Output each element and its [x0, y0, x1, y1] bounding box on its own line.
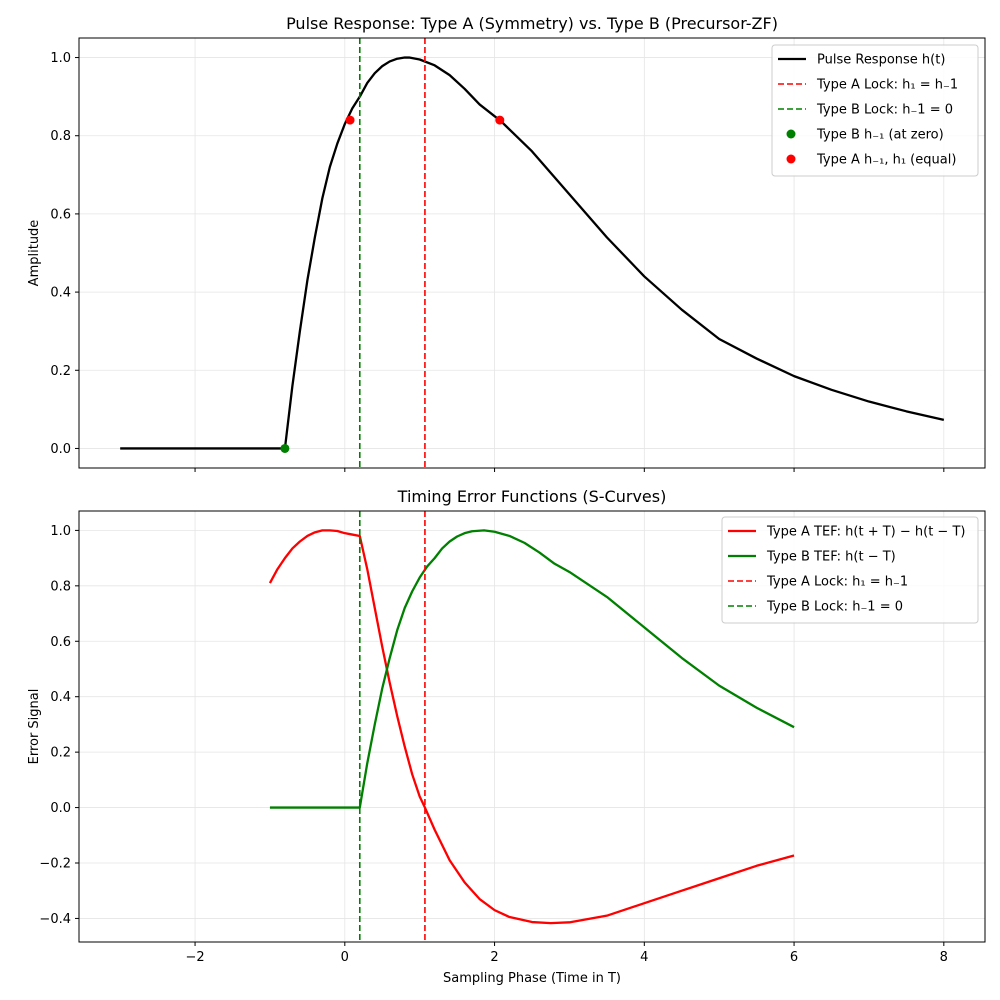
- y-tick-label: 0.8: [50, 129, 71, 144]
- y-tick-label: 0.2: [50, 746, 71, 761]
- legend-label: Type B h₋₁ (at zero): [816, 128, 944, 143]
- chart-title: Pulse Response: Type A (Symmetry) vs. Ty…: [286, 14, 778, 33]
- series-line-1: [268, 529, 795, 925]
- chart-panel-1: 0.0 0.2 0.4 0.6 0.8 1.0 Pulse Response: Type A…: [27, 14, 986, 472]
- legend-label: Pulse Response h(t): [817, 53, 945, 68]
- legend-label: Type A Lock: h₁ = h₋1: [766, 575, 908, 590]
- y-tick-label: −0.2: [39, 857, 71, 872]
- y-tick-label: 1.0: [50, 51, 71, 66]
- plot-area: [268, 511, 795, 942]
- legend-box: [721, 516, 979, 624]
- legend-marker: [786, 129, 796, 139]
- legend-label: Type A Lock: h₁ = h₋1: [816, 78, 958, 93]
- legend-label: Type B Lock: h₋1 = 0: [816, 103, 953, 118]
- axes-frame: [78, 510, 986, 943]
- x-tick-label: 2: [490, 950, 498, 965]
- legend-label: Type A h₋₁, h₁ (equal): [816, 153, 956, 168]
- legend-marker: [786, 154, 796, 164]
- legend-label: Type B TEF: h(t − T): [766, 550, 896, 565]
- x-tick-label: 6: [790, 950, 798, 965]
- axes-frame: [78, 37, 986, 469]
- data-marker: [280, 443, 290, 453]
- y-tick-label: 0.0: [50, 442, 71, 457]
- y-tick-label: 0.4: [50, 286, 71, 301]
- x-tick-label: −2: [185, 950, 204, 965]
- y-axis-label: Error Signal: [27, 689, 42, 765]
- x-tick-label: 4: [640, 950, 648, 965]
- y-tick-label: 0.6: [50, 635, 71, 650]
- y-tick-label: −0.4: [39, 912, 71, 927]
- legend: Type A TEF: h(t + T) − h(t − T) Type B TE…: [721, 516, 979, 624]
- chart-panel-2: −2 0 2 4 6 8 −0.4 −0.2 0.0 0.2 0.4 0.6 0.8 1.0 Timing …: [27, 487, 986, 986]
- plot-area: [120, 38, 945, 468]
- x-axis-label: Sampling Phase (Time in T): [443, 971, 621, 986]
- data-marker: [345, 115, 355, 125]
- legend-label: Type A TEF: h(t + T) − h(t − T): [766, 525, 965, 540]
- y-tick-label: 0.6: [50, 207, 71, 222]
- x-tick-label: 8: [940, 950, 948, 965]
- legend-label: Type B Lock: h₋1 = 0: [766, 600, 903, 615]
- y-tick-label: 0.4: [50, 690, 71, 705]
- y-tick-label: 1.0: [50, 524, 71, 539]
- legend-box: [771, 44, 979, 177]
- chart-title: Timing Error Functions (S-Curves): [397, 487, 667, 506]
- y-tick-label: 0.0: [50, 801, 71, 816]
- y-tick-label: 0.2: [50, 364, 71, 379]
- series-line-1: [120, 56, 945, 450]
- data-marker: [495, 115, 505, 125]
- legend: Pulse Response h(t) Type A Lock: h₁ = h₋1…: [771, 44, 979, 177]
- y-tick-label: 0.8: [50, 579, 71, 594]
- series-line-2: [269, 529, 795, 809]
- y-axis-label: Amplitude: [27, 220, 42, 287]
- x-tick-label: 0: [341, 950, 349, 965]
